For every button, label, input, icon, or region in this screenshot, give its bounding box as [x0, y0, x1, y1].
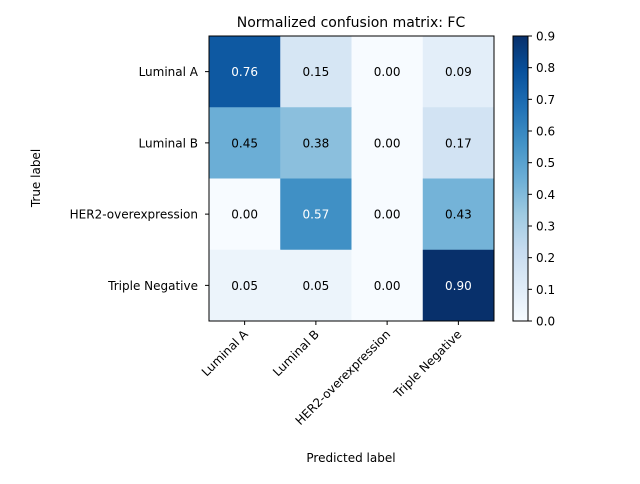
cell-value-label: 0.00: [374, 136, 401, 150]
chart-title: Normalized confusion matrix: FC: [237, 15, 466, 31]
colorbar-ticks: 0.0 0.1 0.2 0.3 0.4 0.5 0.6 0.7 0.8 0.9: [528, 30, 555, 329]
cell-value-label: 0.43: [445, 208, 472, 222]
y-axis-label: True label: [29, 149, 43, 208]
cell-value-label: 0.05: [303, 279, 330, 293]
colorbar: [512, 35, 529, 322]
colorbar-tick-label: 0.0: [536, 315, 555, 329]
cell-value-label: 0.38: [303, 136, 330, 150]
x-axis-ticks: Luminal A Luminal BHER2-overexpressionTri…: [199, 321, 464, 428]
cell-value-label: 0.05: [231, 279, 258, 293]
colorbar-tick-label: 0.2: [536, 251, 555, 265]
heatmap-cell: [351, 36, 424, 108]
x-tick-label: Luminal B: [270, 327, 322, 379]
colorbar-tick-label: 0.9: [536, 30, 555, 44]
y-tick-label: HER2-overexpression: [70, 208, 198, 222]
heatmap-cell: [351, 249, 424, 322]
cell-value-label: 0.45: [231, 136, 258, 150]
cell-value-label: 0.09: [445, 65, 472, 79]
heatmap-cell: [209, 249, 281, 322]
y-tick-label: Luminal A: [139, 65, 199, 79]
cell-value-label: 0.90: [445, 279, 472, 293]
heatmap-cell: [209, 36, 281, 108]
heatmap-cell: [209, 107, 281, 179]
colorbar-tick-label: 0.4: [536, 188, 555, 202]
x-axis-label: Predicted label: [306, 451, 395, 465]
colorbar-tick-label: 0.8: [536, 61, 555, 75]
cell-value-label: 0.00: [231, 208, 258, 222]
heatmap-cell: [422, 107, 495, 179]
cell-value-label: 0.00: [374, 65, 401, 79]
y-tick-label: Triple Negative: [107, 279, 198, 293]
cell-value-label: 0.17: [445, 136, 472, 150]
cell-value-label: 0.15: [303, 65, 330, 79]
heatmap-cell: [280, 36, 352, 108]
heatmap-cell: [422, 178, 495, 251]
heatmap-cell: [280, 178, 352, 251]
x-tick-label: Triple Negative: [390, 327, 464, 401]
heatmap-cell: [280, 107, 352, 179]
colorbar-tick-label: 0.3: [536, 220, 555, 234]
y-axis-ticks: Luminal A Luminal B HER2-overexpression Tri…: [70, 65, 209, 293]
y-tick-label: Luminal B: [139, 136, 198, 150]
heatmap-frame: [208, 35, 495, 322]
colorbar-tick-label: 0.6: [536, 125, 555, 139]
cell-value-label: 0.00: [374, 279, 401, 293]
colorbar-tick-label: 0.7: [536, 93, 555, 107]
heatmap-cell-labels: 0.76 0.15 0.00 0.09 0.45 0.38 0.00 0.17 0.00 0.57…: [231, 65, 471, 293]
heatmap-cell: [351, 178, 424, 251]
colorbar-tick-label: 0.1: [536, 283, 555, 297]
colorbar-tick-label: 0.5: [536, 156, 555, 170]
heatmap-cell: [422, 36, 495, 108]
heatmap-cell: [422, 249, 495, 322]
heatmap-cell: [351, 107, 424, 179]
cell-value-label: 0.00: [374, 208, 401, 222]
heatmap-cell: [209, 178, 281, 251]
cell-value-label: 0.57: [303, 208, 330, 222]
cell-value-label: 0.76: [231, 65, 258, 79]
heatmap-cells: [209, 36, 495, 322]
heatmap-cell: [280, 249, 352, 322]
x-tick-label: Luminal A: [199, 327, 251, 379]
